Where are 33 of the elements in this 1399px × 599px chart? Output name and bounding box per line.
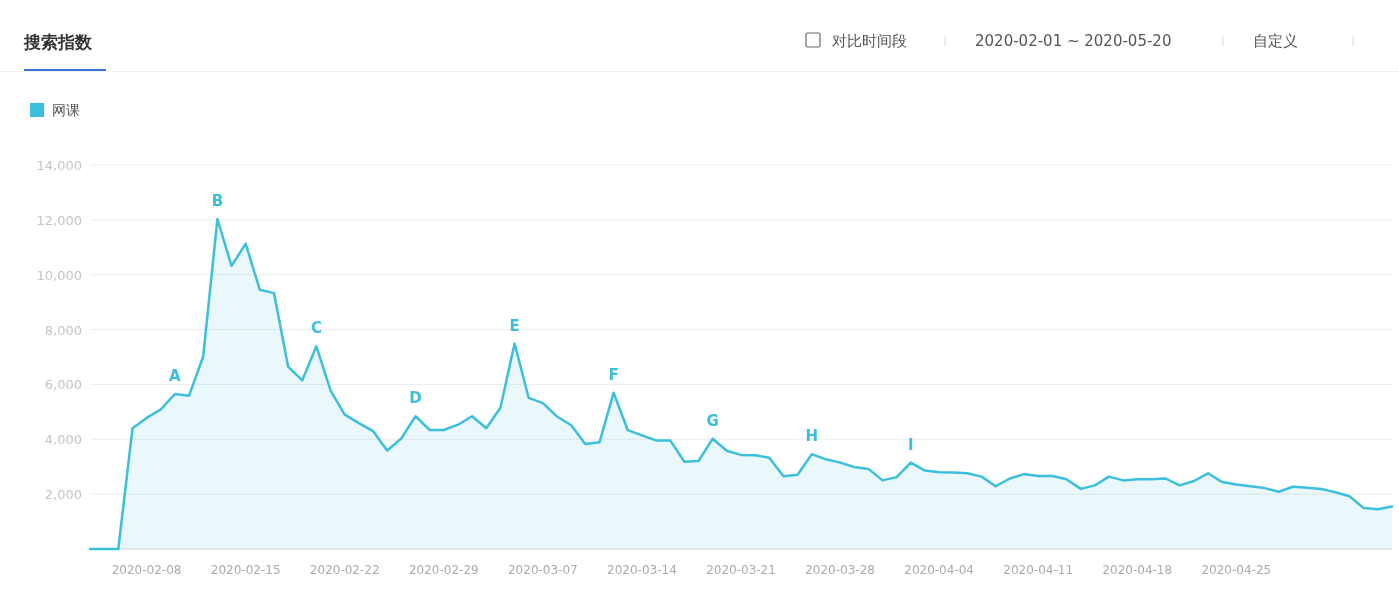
y-tick-label: 10,000 xyxy=(36,267,82,283)
x-tick-label: 2020-03-14 xyxy=(607,563,677,577)
x-tick-label: 2020-02-22 xyxy=(309,563,380,577)
y-tick-label: 8,000 xyxy=(44,322,82,338)
x-tick-label: 2020-03-07 xyxy=(507,563,578,577)
annotation: C xyxy=(310,319,322,338)
annotation: E xyxy=(509,316,520,335)
text: 自定义 xyxy=(1253,32,1298,50)
x-tick-label: 2020-04-11 xyxy=(1003,563,1074,577)
text: 对比时间段 xyxy=(832,32,907,50)
legend-label: 网课 xyxy=(52,102,80,118)
y-tick-label: 12,000 xyxy=(36,212,82,228)
chart-title: 搜索指数 xyxy=(23,32,93,52)
y-tick-label: 2,000 xyxy=(44,487,82,503)
annotation: F xyxy=(608,365,619,384)
y-tick-label: 4,000 xyxy=(44,432,82,448)
annotation: H xyxy=(805,427,819,446)
y-tick-label: 6,000 xyxy=(44,377,82,393)
text: 2020-02-01 ~ 2020-05-20 xyxy=(975,32,1172,50)
x-tick-label: 2020-03-28 xyxy=(805,563,875,577)
annotation: D xyxy=(409,389,422,408)
x-tick-label: 2020-04-04 xyxy=(904,563,975,577)
x-tick-label: 2020-03-21 xyxy=(706,563,776,577)
x-tick-label: 2020-02-29 xyxy=(408,563,479,577)
annotation: B xyxy=(211,192,224,211)
x-tick-label: 2020-02-15 xyxy=(210,563,281,577)
annotation: G xyxy=(706,411,719,430)
annotation: A xyxy=(169,367,182,386)
y-tick-label: 14,000 xyxy=(36,158,82,173)
x-tick-label: 2020-04-18 xyxy=(1102,563,1173,577)
annotation: I xyxy=(908,435,914,454)
x-tick-label: 2020-04-25 xyxy=(1201,563,1272,577)
x-tick-label: 2020-02-08 xyxy=(111,563,182,577)
